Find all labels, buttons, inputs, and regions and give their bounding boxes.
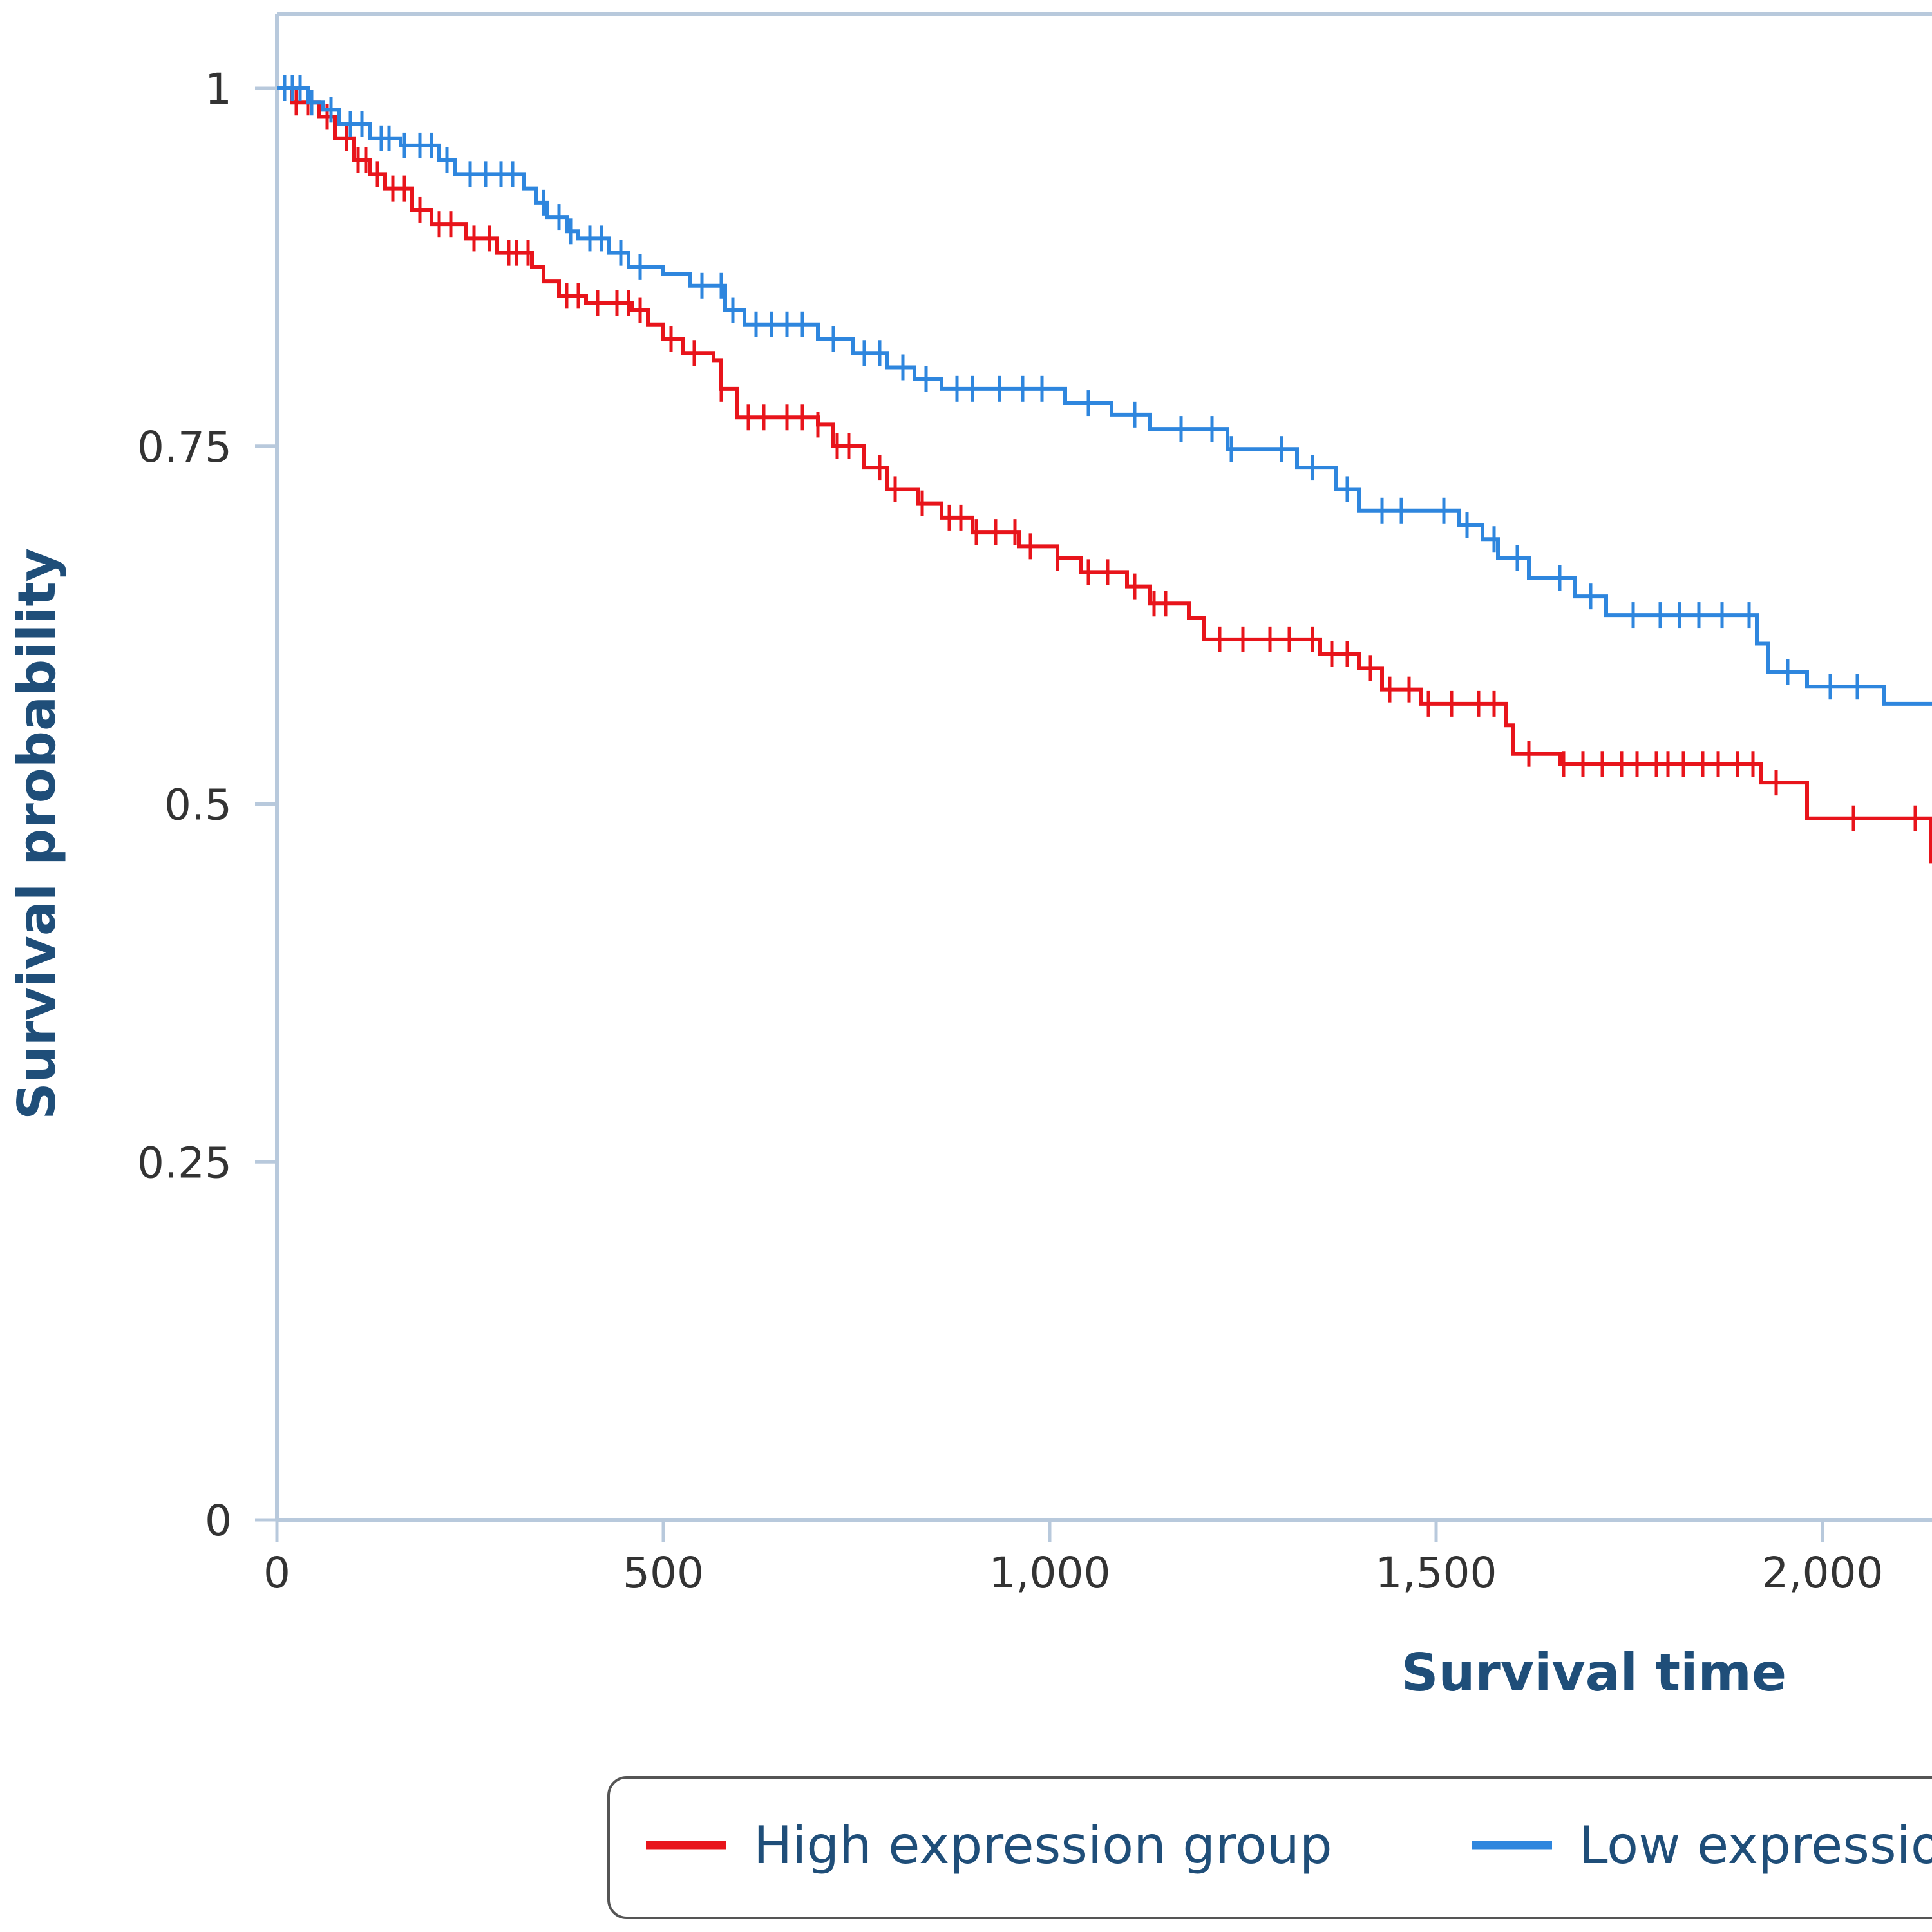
- x-tick-label: 500: [623, 1548, 704, 1598]
- y-tick-label: 0: [205, 1496, 232, 1546]
- series-group: [277, 75, 1932, 864]
- legend-label-high: High expression group: [753, 1815, 1332, 1875]
- series-low: [277, 75, 1932, 706]
- legend: High expression group Low expression gro…: [607, 1776, 1932, 1919]
- y-tick-label: 1: [205, 64, 232, 114]
- x-axis-title: Survival time: [1401, 1643, 1786, 1703]
- y-tick-label: 0.5: [164, 781, 232, 830]
- x-axis-ticks: 0 500 1,000 1,500 2,000: [263, 1520, 1883, 1598]
- y-tick-label: 0.75: [137, 422, 232, 472]
- legend-label-low: Low expression group: [1579, 1815, 1932, 1875]
- y-axis-title: Survival probability: [7, 548, 67, 1120]
- series-line: [277, 86, 1932, 864]
- y-tick-label: 0.25: [137, 1138, 232, 1188]
- series-line: [277, 86, 1932, 706]
- x-tick-label: 2,000: [1762, 1548, 1884, 1598]
- y-axis-ticks: 0 0.25 0.5 0.75 1: [137, 64, 277, 1546]
- legend-box: [607, 1776, 1932, 1919]
- x-tick-label: 0: [263, 1548, 290, 1598]
- series-high: [277, 86, 1932, 864]
- plot-frame: [275, 12, 1932, 1522]
- x-tick-label: 1,500: [1376, 1548, 1497, 1598]
- x-tick-label: 1,000: [989, 1548, 1111, 1598]
